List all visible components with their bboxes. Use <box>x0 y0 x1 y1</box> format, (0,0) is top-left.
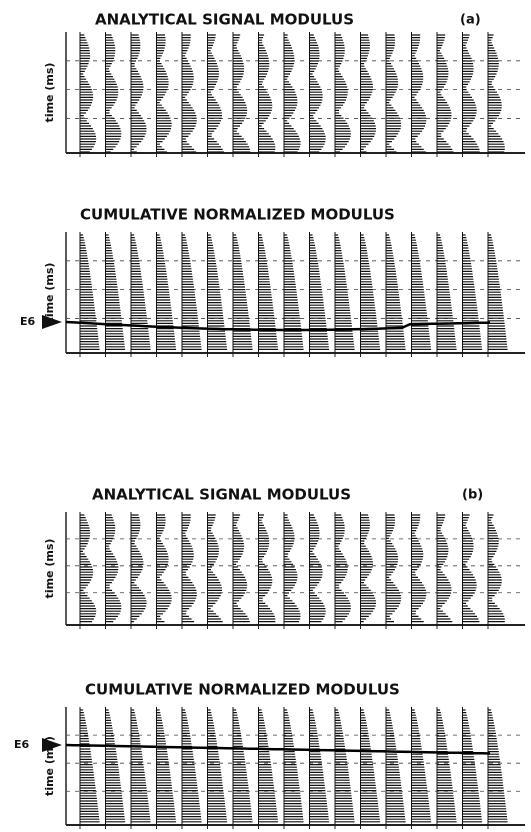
trace-hatching <box>131 234 151 350</box>
y-axis-label: time (ms) <box>43 539 56 599</box>
trace-hatching <box>233 34 251 153</box>
pick-curve <box>65 743 491 755</box>
trace-hatching <box>411 709 432 823</box>
trace-hatching <box>258 514 276 623</box>
trace-hatching <box>488 514 505 623</box>
trace-hatching <box>284 234 304 350</box>
trace-hatching <box>182 234 202 350</box>
trace-hatching <box>80 34 97 153</box>
trace-hatching <box>309 34 326 153</box>
y-axis-label: time (ms) <box>43 736 56 796</box>
trace-hatching <box>360 514 376 623</box>
trace-hatching <box>182 34 197 153</box>
trace-hatching <box>80 709 100 823</box>
marker-arrow <box>42 315 62 329</box>
trace-hatching <box>156 234 177 350</box>
trace-hatching <box>105 709 126 823</box>
trace-hatching <box>258 234 279 350</box>
trace-hatching <box>258 34 276 153</box>
trace-hatching <box>335 514 351 623</box>
trace-hatching <box>411 234 432 350</box>
trace-hatching <box>207 709 228 823</box>
trace-hatching <box>386 234 406 350</box>
trace-hatching <box>360 709 381 823</box>
trace-hatching <box>207 514 223 623</box>
trace-hatching <box>437 234 457 350</box>
trace-hatching <box>437 709 457 823</box>
trace-hatching <box>284 34 301 153</box>
trace-hatching <box>437 514 453 623</box>
marker-arrow <box>42 738 62 752</box>
trace-hatching <box>309 709 330 823</box>
panel-tag: (b) <box>462 488 483 503</box>
marker-label: E6 <box>20 315 36 328</box>
trace-hatching <box>105 234 126 350</box>
trace-hatching <box>233 234 253 350</box>
trace-hatching <box>131 514 147 623</box>
panel-title: CUMULATIVE NORMALIZED MODULUS <box>80 206 395 224</box>
trace-hatching <box>80 234 100 350</box>
trace-hatching <box>360 34 376 153</box>
trace-hatching <box>386 709 406 823</box>
trace-hatching <box>462 234 483 350</box>
trace-hatching <box>335 709 355 823</box>
trace-hatching <box>411 34 427 153</box>
trace-hatching <box>335 234 355 350</box>
trace-hatching <box>360 234 381 350</box>
trace-hatching <box>462 34 480 153</box>
trace-hatching <box>335 34 351 153</box>
trace-hatching <box>488 34 505 153</box>
panel-title: ANALYTICAL SIGNAL MODULUS <box>92 486 351 504</box>
trace-hatching <box>105 514 122 623</box>
trace-hatching <box>258 709 279 823</box>
panel-title: ANALYTICAL SIGNAL MODULUS <box>95 11 354 29</box>
trace-hatching <box>156 514 172 623</box>
trace-hatching <box>182 709 202 823</box>
trace-hatching <box>131 34 147 153</box>
trace-hatching <box>437 34 454 153</box>
trace-hatching <box>309 234 330 350</box>
pick-curve <box>65 320 491 332</box>
trace-hatching <box>233 709 253 823</box>
panel-tag: (a) <box>460 13 481 28</box>
trace-hatching <box>156 34 172 153</box>
trace-hatching <box>105 34 122 153</box>
panel-title: CUMULATIVE NORMALIZED MODULUS <box>85 681 400 699</box>
trace-hatching <box>488 709 508 823</box>
trace-hatching <box>309 514 326 623</box>
trace-hatching <box>80 514 97 623</box>
trace-hatching <box>207 234 228 350</box>
trace-hatching <box>488 234 508 350</box>
trace-hatching <box>131 709 151 823</box>
marker-label: E6 <box>14 738 30 751</box>
y-axis-label: time (ms) <box>43 63 56 123</box>
trace-hatching <box>386 34 402 153</box>
trace-hatching <box>386 514 402 623</box>
trace-hatching <box>233 514 250 623</box>
trace-hatching <box>462 514 480 623</box>
trace-hatching <box>156 709 177 823</box>
trace-hatching <box>411 514 427 623</box>
trace-hatching <box>284 514 301 623</box>
trace-hatching <box>207 34 224 153</box>
y-axis-label: time (ms) <box>43 263 56 323</box>
trace-hatching <box>462 709 483 823</box>
trace-hatching <box>284 709 304 823</box>
trace-hatching <box>182 514 197 623</box>
